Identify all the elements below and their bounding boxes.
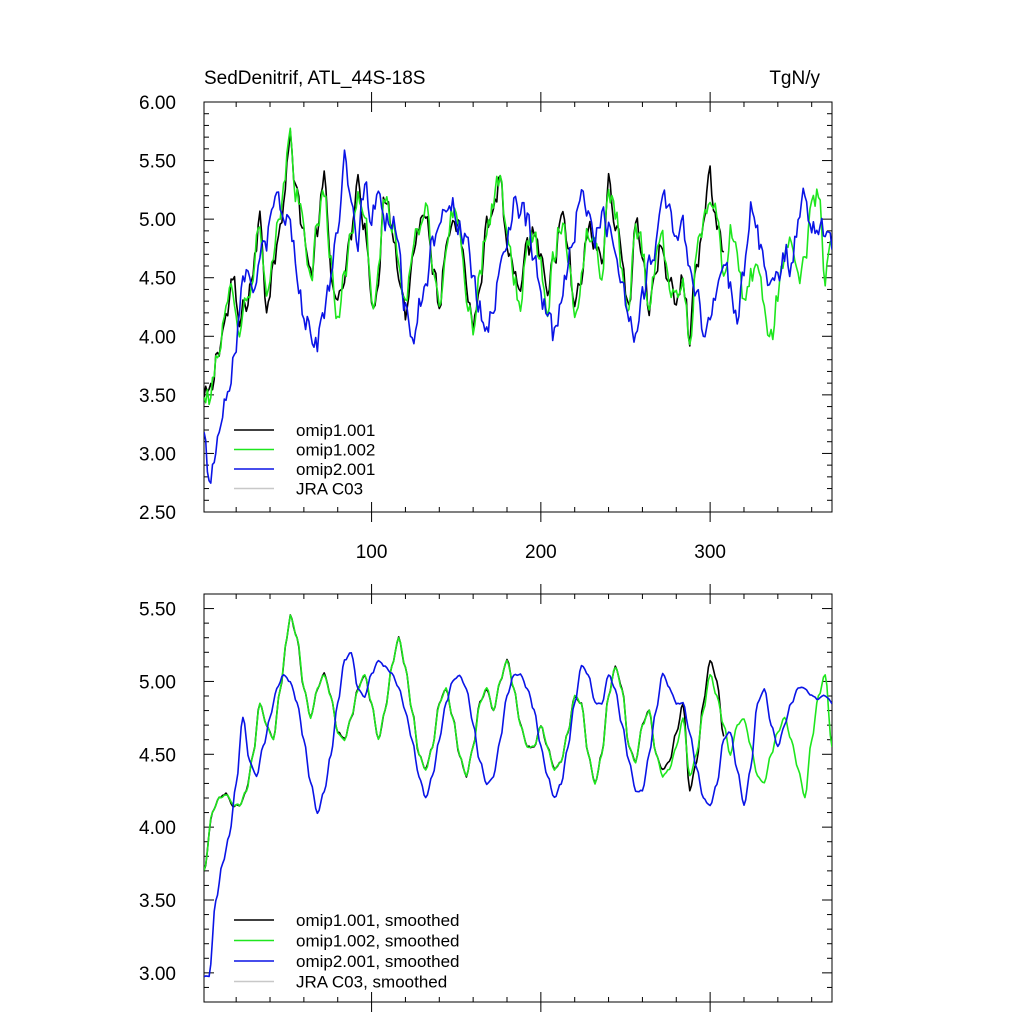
legend-label: omip2.001, smoothed — [296, 952, 460, 971]
legend-label: omip1.001, smoothed — [296, 911, 460, 930]
series-line-omip1_002 — [204, 127, 832, 406]
x-tick-label: 200 — [525, 542, 557, 563]
legend: omip1.001, smoothed omip1.002, smoothedom… — [234, 911, 460, 992]
legend-label: JRA C03 — [296, 480, 363, 499]
top-chart-units: TgN/y — [769, 68, 820, 89]
series-line-omip1_002 — [204, 614, 832, 871]
y-tick-label: 3.00 — [139, 964, 176, 985]
y-tick-label: 4.00 — [139, 818, 176, 839]
legend-label: omip2.001 — [296, 460, 375, 479]
y-tick-label: 3.50 — [139, 891, 176, 912]
y-tick-label: 4.50 — [139, 745, 176, 766]
legend-label: omip1.001 — [296, 421, 375, 440]
y-tick-label: 3.50 — [139, 386, 176, 407]
top-panel: SedDenitrif, ATL_44S-18S TgN/y 2.50 3.00 3… — [139, 68, 833, 563]
top-chart-title: SedDenitrif, ATL_44S-18S — [204, 68, 425, 89]
y-tick-label: 5.00 — [139, 210, 176, 231]
x-tick-label: 100 — [356, 542, 388, 563]
legend-label: omip1.002, smoothed — [296, 932, 460, 951]
y-tick-label: 5.50 — [139, 152, 176, 173]
x-tick-label: 300 — [694, 542, 726, 563]
series-line-omip2_001 — [204, 651, 832, 978]
plot-frame — [203, 101, 833, 513]
legend-label: JRA C03, smoothed — [296, 973, 447, 992]
series-line-omip1_001 — [204, 614, 725, 871]
y-tick-label: 5.00 — [139, 672, 176, 693]
series-group — [204, 127, 832, 484]
y-tick-label: 4.50 — [139, 269, 176, 290]
y-tick-label: 3.00 — [139, 444, 176, 465]
y-tick-label: 6.00 — [139, 93, 176, 114]
y-tick-label: 4.00 — [139, 327, 176, 348]
bottom-panel: 3.00 3.50 4.00 4.50 5.00 5.50 omip1.001, smoot… — [139, 584, 833, 1012]
y-tick-label: 5.50 — [139, 600, 176, 621]
series-line-omip2_001 — [204, 149, 832, 484]
series-group — [204, 614, 832, 978]
y-tick-label: 2.50 — [139, 503, 176, 524]
legend-label: omip1.002 — [296, 441, 375, 460]
